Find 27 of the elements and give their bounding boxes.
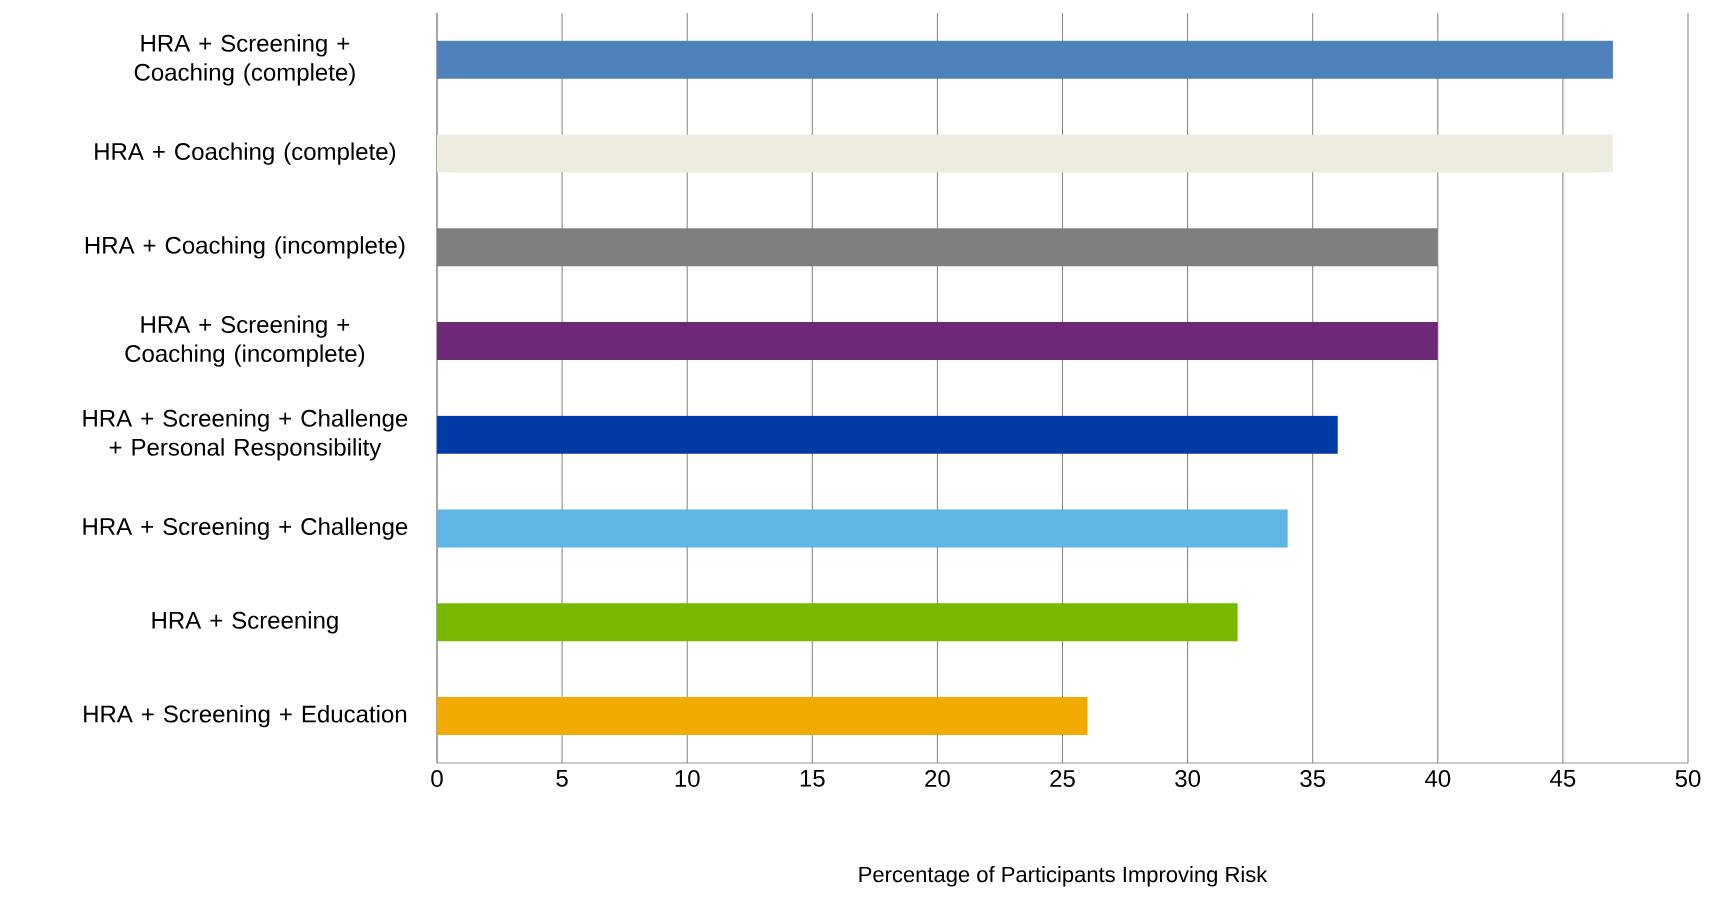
bar [437, 415, 1338, 454]
x-tick-label: 15 [800, 770, 825, 787]
x-tick-label: 25 [1050, 770, 1075, 788]
x-axis-title: Percentage of Participants Improving Risk [859, 866, 1268, 887]
x-tick-label: 50 [1675, 770, 1701, 788]
bar [437, 509, 1288, 548]
y-tick-label: HRA + Coaching (incomplete) [85, 236, 405, 259]
y-tick-label: HRA + Screening + Challenge [83, 517, 408, 540]
x-tick-label: 35 [1300, 770, 1326, 788]
y-tick-label: HRA + Screening [152, 611, 338, 634]
x-tick-label: 40 [1425, 770, 1451, 788]
y-tick-label: HRA + Screening + Coaching (complete) [134, 34, 355, 86]
x-tick-label: 20 [925, 770, 950, 788]
bar [437, 40, 1613, 79]
x-tick-label: 5 [556, 770, 568, 787]
x-tick-label: 30 [1175, 770, 1201, 788]
x-tick-label: 0 [431, 770, 443, 788]
y-tick-label: HRA + Screening + Challenge + Personal Responsibility [83, 409, 408, 461]
bar [437, 697, 1088, 736]
bar [437, 603, 1238, 642]
x-tick-label: 10 [675, 770, 700, 788]
x-tick-label: 45 [1550, 770, 1576, 787]
bar [437, 322, 1438, 361]
bar [437, 134, 1613, 173]
y-tick-label: HRA + Screening + Education [84, 704, 407, 728]
y-tick-label: HRA + Coaching (complete) [95, 142, 396, 165]
y-tick-label: HRA + Screening + Coaching (incomplete) [125, 315, 365, 367]
